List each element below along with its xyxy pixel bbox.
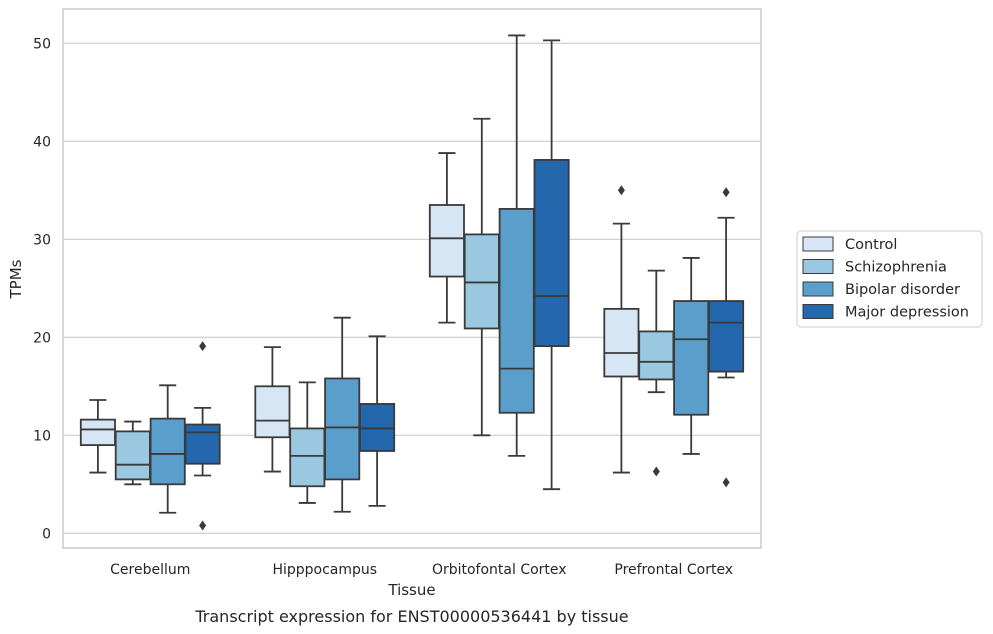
outlier-point — [722, 477, 730, 488]
box-iqr — [533, 159, 570, 348]
box-bipolar-disorder — [673, 257, 710, 455]
legend-swatch — [802, 259, 834, 274]
chart-caption: Transcript expression for ENST0000053644… — [194, 607, 628, 626]
legend: Control Schizophrenia Bipolar disorder Majo… — [796, 230, 983, 328]
legend-frame — [796, 230, 983, 328]
box-iqr — [254, 385, 291, 439]
legend-label: Bipolar disorder — [845, 282, 960, 298]
y-tick-label: 40 — [33, 134, 51, 150]
y-tick-label: 0 — [42, 526, 51, 542]
x-tick-label: Cerebellum — [110, 562, 190, 578]
box-iqr — [498, 208, 535, 414]
box-major-depression — [708, 187, 745, 488]
box-iqr — [79, 418, 116, 446]
box-plot-series — [79, 34, 745, 531]
box-schizophrenia — [114, 420, 151, 486]
y-tick-label: 50 — [33, 36, 51, 52]
box-iqr — [463, 233, 500, 330]
box-major-depression — [184, 341, 221, 531]
box-major-depression — [533, 39, 570, 491]
box-iqr — [603, 307, 640, 378]
box-schizophrenia — [289, 381, 326, 504]
box-major-depression — [359, 335, 396, 507]
box-control — [603, 185, 640, 474]
y-axis-title: TPMs — [7, 259, 25, 299]
box-iqr — [324, 377, 361, 481]
y-tick-label: 20 — [33, 330, 51, 346]
outlier-point — [722, 187, 730, 198]
x-axis-title: Tissue — [387, 581, 435, 599]
box-control — [79, 399, 116, 474]
outlier-point — [652, 466, 660, 477]
box-bipolar-disorder — [149, 384, 186, 514]
legend-label: Schizophrenia — [845, 260, 947, 276]
box-iqr — [359, 403, 396, 452]
box-control — [254, 346, 291, 473]
legend-swatch — [802, 236, 834, 252]
box-iqr — [289, 427, 326, 488]
box-iqr — [114, 430, 151, 481]
outlier-point — [199, 341, 207, 352]
box-iqr — [149, 417, 186, 486]
box-iqr — [708, 300, 745, 373]
box-bipolar-disorder — [498, 34, 535, 457]
outlier-point — [617, 185, 625, 196]
x-tick-label: Hipppocampus — [272, 562, 377, 578]
y-axis-ticks: 0 10 20 30 40 50 — [33, 36, 51, 542]
legend-label: Control — [845, 237, 897, 253]
x-tick-label: Orbitofontal Cortex — [432, 562, 567, 578]
plot-frame — [62, 8, 762, 549]
box-iqr — [428, 204, 465, 278]
legend-swatch — [802, 304, 834, 319]
x-tick-label: Prefrontal Cortex — [614, 562, 733, 578]
legend-label: Major depression — [845, 305, 969, 321]
box-control — [428, 152, 465, 324]
box-iqr — [638, 330, 675, 381]
box-iqr — [184, 423, 221, 465]
legend-swatch — [802, 281, 834, 297]
y-tick-label: 10 — [33, 428, 51, 444]
y-tick-label: 30 — [33, 232, 51, 248]
box-iqr — [673, 300, 710, 416]
x-axis-ticks: Cerebellum Hipppocampus Orbitofontal Corte… — [110, 562, 733, 578]
box-schizophrenia — [463, 117, 500, 437]
box-bipolar-disorder — [324, 316, 361, 513]
box-schizophrenia — [638, 269, 675, 477]
outlier-point — [199, 520, 207, 531]
